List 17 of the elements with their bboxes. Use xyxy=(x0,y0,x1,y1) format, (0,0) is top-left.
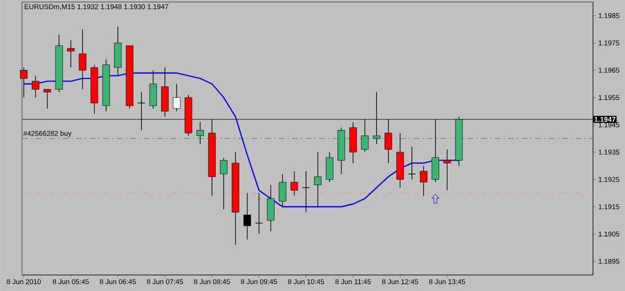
candlestick xyxy=(220,157,228,210)
candlestick xyxy=(172,84,180,112)
candlestick xyxy=(196,122,204,144)
candlestick xyxy=(78,28,86,90)
candlestick xyxy=(244,192,251,240)
candlestick xyxy=(67,40,75,68)
candlestick xyxy=(290,170,298,196)
candlestick xyxy=(443,149,451,191)
candlestick xyxy=(314,152,322,208)
candlestick xyxy=(44,89,52,109)
candlestick xyxy=(408,146,416,180)
candlestick xyxy=(420,165,428,196)
candlestick xyxy=(278,174,286,208)
candlestick xyxy=(149,70,157,109)
candlestick xyxy=(326,152,334,183)
candlestick xyxy=(32,75,40,98)
candlestick xyxy=(267,184,274,232)
